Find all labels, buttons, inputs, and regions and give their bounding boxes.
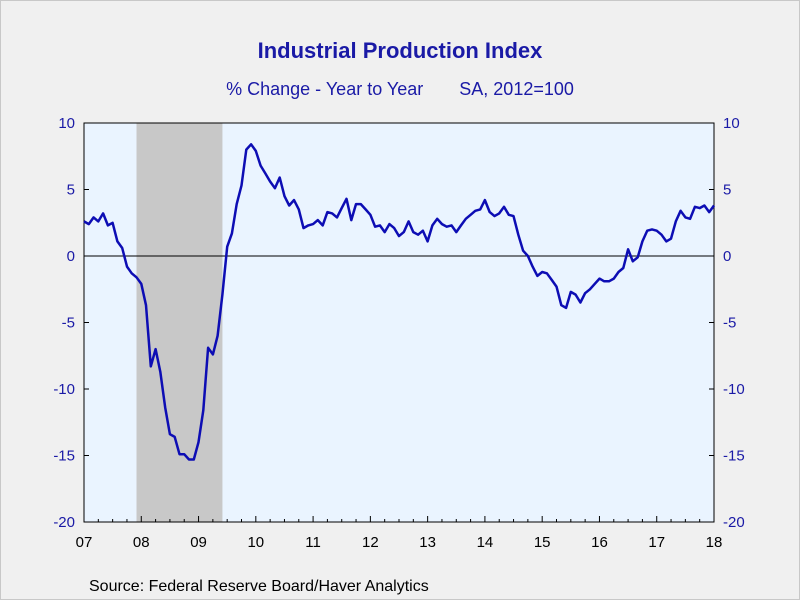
recession-band bbox=[136, 123, 223, 522]
source-note: Source: Federal Reserve Board/Haver Anal… bbox=[89, 578, 429, 595]
x-tick-label: 07 bbox=[76, 534, 93, 551]
y-tick-label-right: 0 bbox=[723, 248, 731, 265]
x-tick-label: 14 bbox=[477, 534, 494, 551]
x-tick-label: 11 bbox=[305, 534, 321, 551]
x-tick-label: 10 bbox=[247, 534, 264, 551]
x-tick-label: 12 bbox=[362, 534, 379, 551]
chart-subtitle: % Change - Year to Year SA, 2012=100 bbox=[0, 79, 800, 100]
subtitle-measure: % Change - Year to Year bbox=[226, 79, 424, 99]
y-tick-label-left: -15 bbox=[53, 448, 75, 465]
x-tick-label: 09 bbox=[190, 534, 207, 551]
y-tick-label-right: -15 bbox=[723, 448, 745, 465]
series-line bbox=[83, 143, 716, 461]
x-tick-label: 08 bbox=[133, 534, 150, 551]
y-tick-label-right: 10 bbox=[723, 115, 740, 132]
x-tick-label: 16 bbox=[591, 534, 608, 551]
x-tick-label: 18 bbox=[706, 534, 723, 551]
y-tick-label-left: 0 bbox=[67, 248, 75, 265]
y-tick-label-left: -20 bbox=[53, 514, 75, 531]
y-tick-label-left: -10 bbox=[53, 381, 75, 398]
subtitle-adjustment: SA, 2012=100 bbox=[459, 79, 574, 99]
y-tick-label-left: 10 bbox=[58, 115, 75, 132]
y-tick-label-right: -20 bbox=[723, 514, 745, 531]
chart-title: Industrial Production Index bbox=[257, 38, 543, 63]
x-tick-label: 17 bbox=[648, 534, 665, 551]
y-tick-label-right: -5 bbox=[723, 315, 736, 332]
y-tick-label-left: -5 bbox=[62, 315, 75, 332]
y-tick-label-left: 5 bbox=[67, 182, 75, 199]
y-tick-label-right: -10 bbox=[723, 381, 745, 398]
x-tick-label: 15 bbox=[534, 534, 551, 551]
y-tick-label-right: 5 bbox=[723, 182, 731, 199]
x-tick-label: 13 bbox=[419, 534, 436, 551]
